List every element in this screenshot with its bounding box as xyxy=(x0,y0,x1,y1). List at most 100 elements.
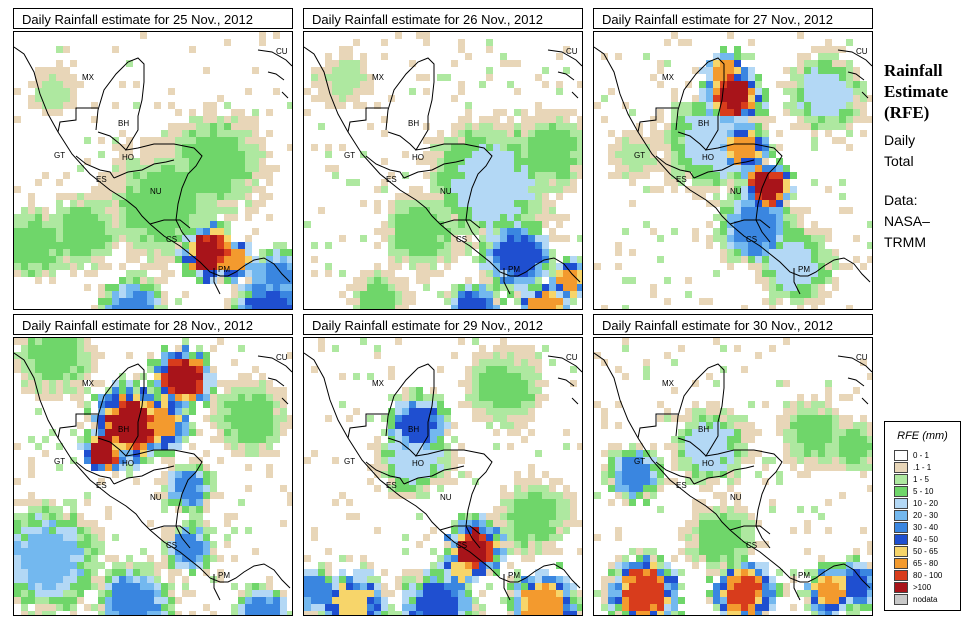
rain-cell xyxy=(811,597,818,604)
rain-cell xyxy=(444,179,451,186)
rain-cell xyxy=(783,450,790,457)
rain-cell xyxy=(49,88,56,95)
rain-cell xyxy=(147,555,154,562)
rain-cell xyxy=(486,401,493,408)
rain-cell xyxy=(259,165,266,172)
rain-cell xyxy=(706,569,713,576)
rain-cell xyxy=(615,562,622,569)
rain-cell xyxy=(713,534,720,541)
rain-cell xyxy=(860,422,867,429)
rain-cell xyxy=(259,305,266,309)
rain-cell xyxy=(154,359,161,366)
rain-cell xyxy=(196,492,203,499)
rain-cell xyxy=(734,256,741,263)
rain-cell xyxy=(112,200,119,207)
rain-cell xyxy=(563,137,570,144)
rain-cell xyxy=(692,158,699,165)
rain-cell xyxy=(832,408,839,415)
rain-cell xyxy=(28,464,35,471)
rain-cell xyxy=(839,604,846,611)
rain-cell xyxy=(755,109,762,116)
rain-cell xyxy=(867,604,872,611)
rain-cell xyxy=(783,207,790,214)
rain-cell xyxy=(161,144,168,151)
rain-cell xyxy=(273,415,280,422)
rain-cell xyxy=(486,387,493,394)
rain-cell xyxy=(28,534,35,541)
rain-cell xyxy=(203,541,210,548)
rain-cell xyxy=(500,263,507,270)
rain-cell xyxy=(423,569,430,576)
rain-cell xyxy=(818,60,825,67)
rain-cell xyxy=(238,144,245,151)
rain-cell xyxy=(444,74,451,81)
rain-cell xyxy=(381,415,388,422)
rain-cell xyxy=(175,443,182,450)
rain-cell xyxy=(154,284,161,291)
rain-cell xyxy=(699,436,706,443)
rain-cell xyxy=(818,597,825,604)
rain-cell xyxy=(259,590,266,597)
rain-cell xyxy=(374,604,381,611)
rain-cell xyxy=(664,597,671,604)
rain-cell xyxy=(671,359,678,366)
rain-cell xyxy=(741,179,748,186)
border-line xyxy=(729,525,771,535)
rain-cell xyxy=(528,415,535,422)
rain-cell xyxy=(416,32,423,39)
rain-cell xyxy=(56,534,63,541)
rain-cell xyxy=(783,338,790,345)
rain-cell xyxy=(741,158,748,165)
rain-cell xyxy=(416,464,423,471)
rain-cell xyxy=(203,137,210,144)
rain-cell xyxy=(741,590,748,597)
rain-cell xyxy=(853,102,860,109)
rain-cell xyxy=(734,499,741,506)
rain-cell xyxy=(409,471,416,478)
rain-cell xyxy=(493,373,500,380)
rain-cell xyxy=(210,478,217,485)
rain-cell xyxy=(797,394,804,401)
rain-cell xyxy=(727,597,734,604)
rain-cell xyxy=(720,506,727,513)
rain-cell xyxy=(210,366,217,373)
rain-cell xyxy=(402,235,409,242)
rain-cell xyxy=(685,464,692,471)
rain-cell xyxy=(451,60,458,67)
rain-cell xyxy=(818,401,825,408)
rain-cell xyxy=(465,401,472,408)
rain-cell xyxy=(266,604,273,611)
rain-cell xyxy=(402,256,409,263)
rain-cell xyxy=(339,569,346,576)
country-label: ES xyxy=(386,481,397,490)
rain-cell xyxy=(804,436,811,443)
rain-cell xyxy=(70,74,77,81)
rain-cell xyxy=(699,429,706,436)
rain-cell xyxy=(493,193,500,200)
rain-cell xyxy=(706,298,713,305)
rain-cell xyxy=(28,527,35,534)
rain-cell xyxy=(35,242,42,249)
rain-cell xyxy=(650,123,657,130)
rain-cell xyxy=(360,597,367,604)
rain-cell xyxy=(486,158,493,165)
rain-cell xyxy=(325,95,332,102)
rain-cell xyxy=(402,576,409,583)
rain-cell xyxy=(14,527,21,534)
rain-cell xyxy=(49,429,56,436)
border-line xyxy=(655,155,695,179)
rain-cell xyxy=(629,165,636,172)
rain-cell xyxy=(458,298,465,305)
rain-cell xyxy=(273,611,280,615)
rain-cell xyxy=(465,277,472,284)
rain-cell xyxy=(535,207,542,214)
rain-cell xyxy=(119,415,126,422)
rain-cell xyxy=(451,158,458,165)
rain-cell xyxy=(84,228,91,235)
rain-cell xyxy=(154,597,161,604)
rain-cell xyxy=(126,408,133,415)
rain-cell xyxy=(542,144,549,151)
rain-cell xyxy=(860,604,867,611)
rain-cell xyxy=(521,394,528,401)
rain-cell xyxy=(755,116,762,123)
